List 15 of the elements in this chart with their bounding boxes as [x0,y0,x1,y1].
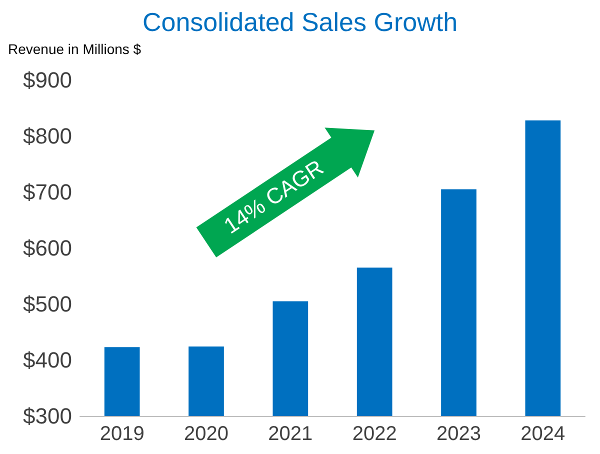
y-tick-label: $900 [23,68,72,92]
y-tick-label: $500 [23,292,72,316]
y-tick-label: $800 [23,124,72,148]
y-tick-label: $600 [23,236,72,260]
x-tick-label: 2021 [268,423,313,445]
x-tick-label: 2022 [352,423,397,445]
y-axis-title: Revenue in Millions $ [8,40,142,58]
x-tick-label: 2019 [100,423,144,445]
chart-title: Consolidated Sales Growth [142,7,458,37]
y-tick-label: $700 [23,180,72,204]
x-tick-label: 2023 [436,423,481,445]
x-tick-label: 2024 [520,423,566,445]
y-tick-label: $300 [23,404,72,428]
y-tick-label: $400 [23,348,72,372]
x-tick-label: 2020 [184,423,228,445]
